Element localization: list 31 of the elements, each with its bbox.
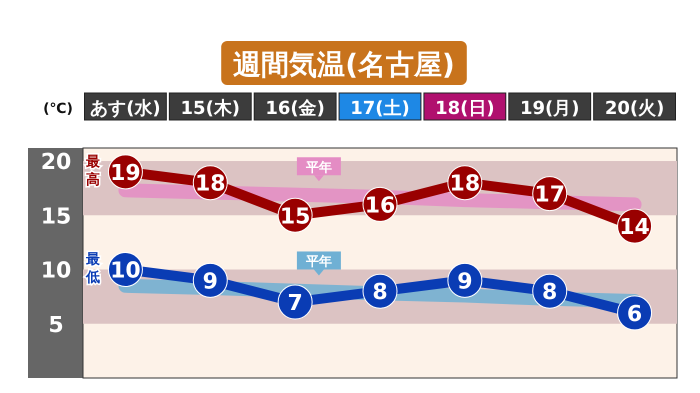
x-tick-label: 20(火) (604, 98, 664, 119)
y-tick-label: 5 (48, 312, 64, 338)
data-label: 10 (110, 258, 141, 284)
x-tick-label: 18(日) (435, 98, 495, 119)
x-tick-label: 16(金) (265, 98, 325, 119)
data-label: 14 (619, 215, 650, 240)
y-tick-label: 15 (40, 204, 72, 230)
x-tick-label: 15(木) (180, 98, 240, 119)
data-label: 15 (280, 204, 310, 230)
data-label: 6 (626, 302, 642, 327)
data-label: 8 (372, 280, 388, 306)
x-tick-label: 17(土) (350, 98, 410, 119)
y-tick-label: 10 (40, 258, 72, 284)
data-label: 8 (542, 280, 558, 306)
series-label: 最高 (85, 154, 100, 188)
data-label: 9 (457, 269, 473, 294)
series-label: 平年 (304, 160, 332, 176)
series-label: 平年 (304, 254, 332, 270)
data-label: 19 (110, 160, 141, 186)
series-label: 最低 (85, 252, 100, 286)
x-tick-label: あす(水) (90, 98, 161, 119)
y-tick-label: 20 (40, 150, 72, 176)
data-label: 16 (364, 193, 396, 218)
data-label: 17 (534, 182, 566, 208)
data-label: 9 (202, 269, 218, 294)
x-tick-label: 19(月) (520, 98, 580, 119)
data-label: 7 (287, 291, 303, 316)
chart-title: 週間気温(名古屋) (233, 48, 455, 81)
data-label: 18 (194, 172, 226, 197)
data-label: 18 (450, 172, 480, 197)
y-axis-title: (℃) (43, 101, 73, 117)
